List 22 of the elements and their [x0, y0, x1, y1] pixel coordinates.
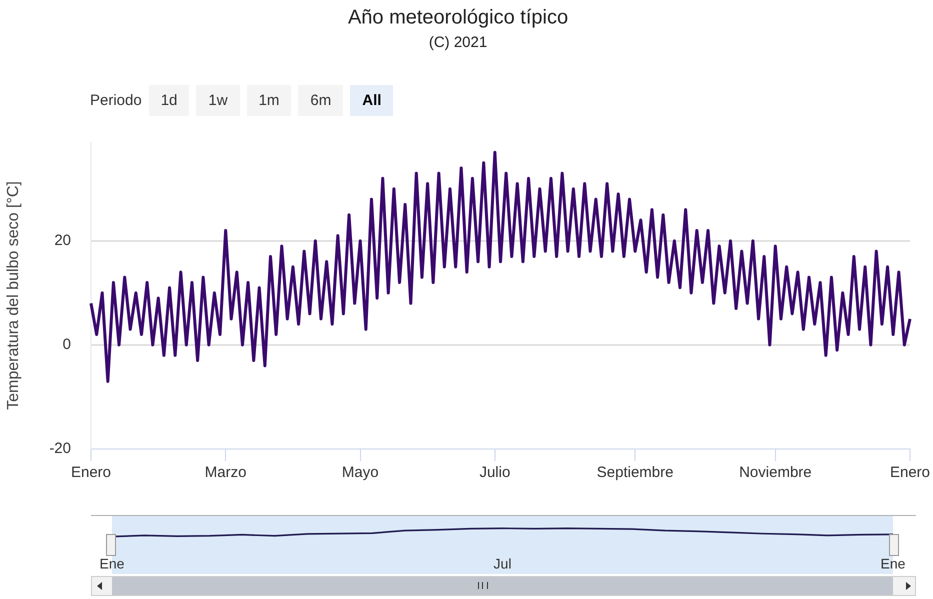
- chart-subtitle: (C) 2021: [428, 34, 488, 52]
- text: Periodo: [90, 92, 142, 109]
- x-tick-label: Ene: [880, 555, 906, 572]
- x-tick-label: Jul: [494, 555, 512, 572]
- x-tick-label: Enero: [890, 464, 930, 482]
- x-tick-label: Ene: [100, 555, 125, 572]
- x-tick-label: Mayo: [342, 464, 379, 482]
- text: 1m: [246, 85, 292, 116]
- text: 1w: [196, 85, 240, 116]
- y-tick-label: 20: [54, 232, 71, 250]
- text: 6m: [298, 85, 344, 116]
- chart-title: Año meteorológico típico: [348, 6, 568, 29]
- y-tick-label: 0: [62, 336, 71, 354]
- x-tick-label: Marzo: [204, 464, 246, 482]
- y-axis-title: Temperatura del bulbo seco [°C]: [5, 181, 22, 410]
- x-tick-label: Enero: [70, 464, 112, 482]
- x-tick-label: Julio: [479, 464, 510, 482]
- x-tick-label: Noviembre: [739, 464, 812, 482]
- y-tick-label: -20: [49, 440, 71, 458]
- text: 1d: [148, 85, 190, 116]
- x-tick-label: Septiembre: [596, 464, 674, 482]
- text: All: [350, 85, 394, 116]
